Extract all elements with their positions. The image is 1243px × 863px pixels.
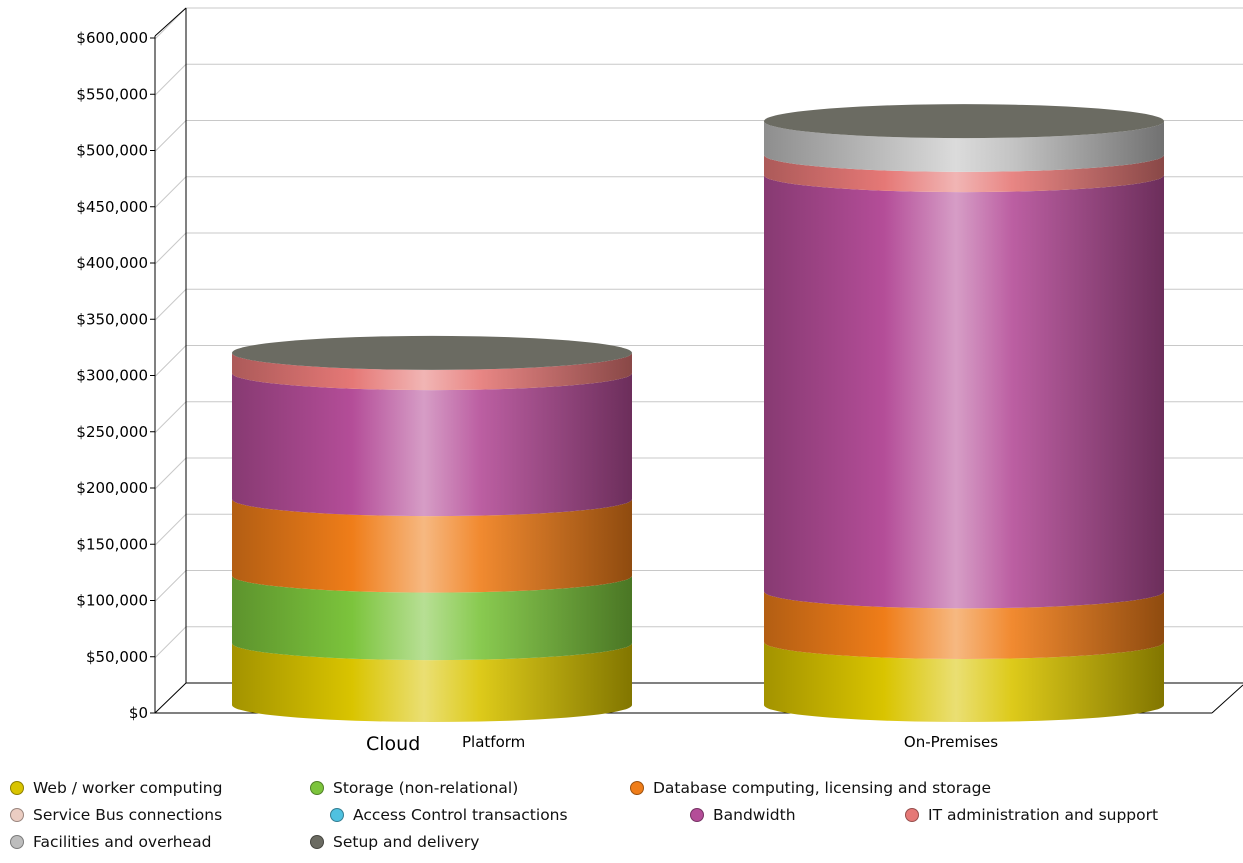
- legend-label: Setup and delivery: [333, 832, 480, 851]
- legend-item: Bandwidth: [690, 806, 905, 824]
- gridline-side: [154, 401, 187, 434]
- gridline-side: [154, 63, 187, 96]
- gridline-side: [154, 120, 187, 152]
- y-tick-label: $200,000: [76, 479, 148, 497]
- legend-label: Service Bus connections: [33, 805, 223, 824]
- gridline-side: [154, 570, 187, 602]
- legend-item: IT administration and support: [905, 806, 1225, 824]
- gridline-side: [154, 288, 187, 321]
- bar-segment: [232, 352, 632, 391]
- legend-swatch: [690, 807, 704, 822]
- legend-swatch: [10, 807, 24, 822]
- y-tick-label: $600,000: [76, 29, 148, 47]
- cylinder-top: [232, 335, 632, 370]
- bar-segment: [232, 643, 632, 722]
- bar-segment: [232, 575, 632, 661]
- legend-item: Facilities and overhead: [10, 833, 310, 851]
- legend-swatch: [10, 834, 24, 849]
- legend: Web / worker computing Storage (non-relat…: [10, 774, 1240, 855]
- legend-label: IT administration and support: [928, 805, 1159, 824]
- legend-label: Database computing, licensing and storag…: [653, 778, 991, 797]
- legend-label: Bandwidth: [713, 805, 796, 824]
- legend-item: Database computing, licensing and storag…: [630, 779, 1130, 797]
- x-label-cloud-suffix: Platform: [462, 733, 525, 751]
- y-tick-label: $100,000: [76, 592, 148, 610]
- legend-item: Setup and delivery: [310, 833, 610, 851]
- gridline-side: [154, 345, 187, 377]
- x-category-labels: Cloud Platform On-Premises: [366, 733, 998, 755]
- legend-swatch: [10, 780, 24, 795]
- gridline-side: [154, 513, 187, 546]
- legend-row: Service Bus connections Access Control tr…: [10, 801, 1240, 828]
- legend-swatch: [310, 780, 324, 795]
- cylinder-top: [764, 104, 1164, 139]
- y-tick-label: $50,000: [86, 648, 148, 666]
- x-label-cloud-prefix: Cloud: [366, 733, 420, 755]
- bar-segment: [764, 642, 1164, 722]
- legend-label: Web / worker computing: [33, 778, 223, 797]
- x-label-on-premises: On-Premises: [904, 733, 998, 751]
- gridline-side: [154, 626, 187, 659]
- bar-segment: [232, 499, 632, 593]
- y-tick-label: $450,000: [76, 198, 148, 216]
- legend-swatch: [310, 834, 324, 849]
- floor-left-edge: [154, 682, 187, 714]
- y-tick-label: $500,000: [76, 142, 148, 160]
- y-tick-label: $400,000: [76, 254, 148, 272]
- y-tick-label: $300,000: [76, 367, 148, 385]
- gridline-side: [154, 176, 187, 209]
- bar-segment: [764, 121, 1164, 172]
- cylinder-0: [232, 335, 632, 722]
- legend-swatch: [905, 807, 919, 822]
- floor-right-edge: [1211, 684, 1243, 714]
- legend-swatch: [330, 807, 344, 822]
- legend-label: Storage (non-relational): [333, 778, 519, 797]
- legend-item: Storage (non-relational): [310, 779, 630, 797]
- y-axis-top-edge: [154, 7, 187, 37]
- bar-segment: [764, 591, 1164, 659]
- legend-row: Web / worker computing Storage (non-relat…: [10, 774, 1240, 801]
- y-tick-label: $0: [129, 704, 148, 722]
- legend-swatch: [630, 780, 644, 795]
- bar-segment: [764, 175, 1164, 609]
- y-tick-label: $350,000: [76, 310, 148, 328]
- y-tick-label: $250,000: [76, 423, 148, 441]
- gridline-side: [154, 232, 187, 265]
- legend-label: Access Control transactions: [353, 805, 568, 824]
- legend-label: Facilities and overhead: [33, 832, 212, 851]
- y-tick-labels: $0 $50,000 $100,000 $150,000 $200,000 $250,00…: [76, 29, 148, 722]
- legend-item: Access Control transactions: [330, 806, 690, 824]
- cylinder-1: [764, 104, 1164, 722]
- legend-item: Service Bus connections: [10, 806, 330, 824]
- bars-layer: [232, 104, 1164, 722]
- legend-item: Web / worker computing: [10, 779, 310, 797]
- legend-row: Facilities and overhead Setup and deliver…: [10, 828, 1240, 855]
- y-tick-label: $550,000: [76, 85, 148, 103]
- bar-segment: [764, 154, 1164, 193]
- y-tick-label: $150,000: [76, 535, 148, 553]
- gridline-side: [154, 457, 187, 490]
- bar-segment: [232, 373, 632, 517]
